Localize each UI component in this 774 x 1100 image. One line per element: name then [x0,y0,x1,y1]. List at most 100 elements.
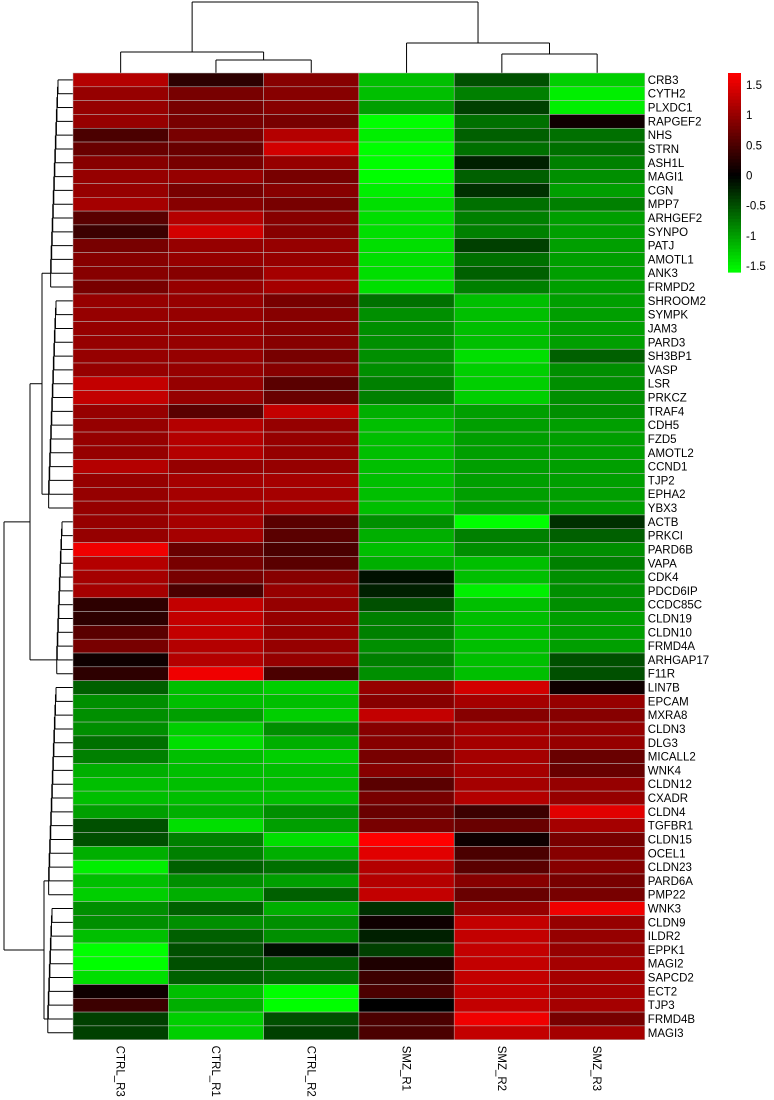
heatmap-cell [263,72,360,88]
heatmap-cell [549,666,646,681]
heatmap-cell [168,583,264,599]
heatmap-cell [168,542,264,557]
heatmap-cell [453,279,550,295]
legend-color-step [728,195,741,200]
row-label: PARD6A [648,876,693,888]
heatmap-cell [168,487,264,502]
heatmap-cell [168,376,264,391]
legend-color-step [728,169,741,174]
heatmap-cells [72,72,646,1040]
heatmap-cell [263,638,360,654]
heatmap-cell [358,846,455,861]
heatmap-cell [453,556,550,571]
heatmap-cell [263,169,360,184]
heatmap-cell [263,542,360,557]
heatmap-cell [358,638,455,654]
row-label: AMOTL2 [648,448,694,460]
row-label: NHS [648,130,673,142]
heatmap-cell [263,556,360,571]
heatmap-cell [549,500,646,516]
row-label: JAM3 [648,323,677,335]
heatmap-cell [549,279,646,295]
heatmap-cell [168,887,264,902]
heatmap-cell [358,404,455,419]
heatmap-cell [263,901,360,916]
heatmap-cell [358,804,455,819]
heatmap-cell [453,500,550,516]
legend-color-step [728,258,741,263]
heatmap-cell [72,763,169,778]
heatmap-cell [549,956,646,971]
legend-color-step [728,175,741,180]
heatmap-cell [358,542,455,557]
row-label: PMP22 [648,890,686,902]
heatmap-cell [72,431,169,447]
row-label: CLDN4 [648,807,686,819]
row-label: CLDN10 [648,627,692,639]
row-label: TRAF4 [648,406,685,418]
legend-color-step [728,222,741,227]
heatmap-cell [453,832,550,847]
legend-color-step [728,208,741,213]
heatmap-cell [168,1011,264,1027]
heatmap-cell [453,224,550,239]
heatmap-cell [263,970,360,985]
heatmap-cell [263,183,360,198]
heatmap-cell [453,266,550,281]
column-label: CTRL_R1 [209,1046,221,1097]
heatmap-cell [72,307,169,322]
heatmap-cell [168,942,264,958]
heatmap-cell [453,1025,550,1040]
heatmap-cell [263,680,360,695]
heatmap-cell [72,169,169,184]
heatmap-cell [358,887,455,902]
legend-color-step [728,265,741,270]
heatmap-cell [168,777,264,792]
heatmap-cell [453,335,550,350]
heatmap-cell [453,859,550,875]
heatmap-cell [453,901,550,916]
heatmap-cell [358,224,455,239]
heatmap-cell [549,735,646,750]
legend-color-step [728,89,741,94]
heatmap-cell [72,708,169,723]
heatmap-cell [549,984,646,999]
heatmap-cell [263,998,360,1013]
heatmap-cell [358,114,455,129]
legend-color-step [728,189,741,193]
heatmap-cell [72,293,169,309]
heatmap-cell [453,956,550,971]
heatmap-cell [549,901,646,916]
heatmap-cell [168,307,264,322]
heatmap-cell [263,942,360,958]
heatmap-cell [263,790,360,806]
row-label: TJP2 [648,475,675,487]
heatmap-cell [263,141,360,157]
row-label: OCEL1 [648,848,686,860]
heatmap-cell [453,473,550,488]
heatmap-cell [453,376,550,391]
heatmap-cell [168,749,264,764]
row-label: MAGI2 [648,959,684,971]
heatmap-cell [358,901,455,916]
legend-color-step [728,149,741,154]
row-label: TJP3 [648,1000,675,1012]
heatmap-cell [168,873,264,889]
row-label: SYMPK [648,310,689,322]
heatmap-cell [72,749,169,764]
row-label: ECT2 [648,986,677,998]
heatmap-cell [358,666,455,681]
heatmap-cell [72,141,169,157]
heatmap-cell [453,141,550,157]
heatmap-cell [263,362,360,378]
heatmap-cell [263,473,360,488]
heatmap-cell [263,418,360,433]
heatmap-cell [358,266,455,281]
heatmap-cell [168,514,264,529]
heatmap-cell [72,928,169,944]
legend-color-step [728,162,741,167]
heatmap-cell [358,252,455,267]
legend-color-step [728,139,741,144]
heatmap-cell [72,542,169,557]
heatmap-cell [263,1025,360,1040]
